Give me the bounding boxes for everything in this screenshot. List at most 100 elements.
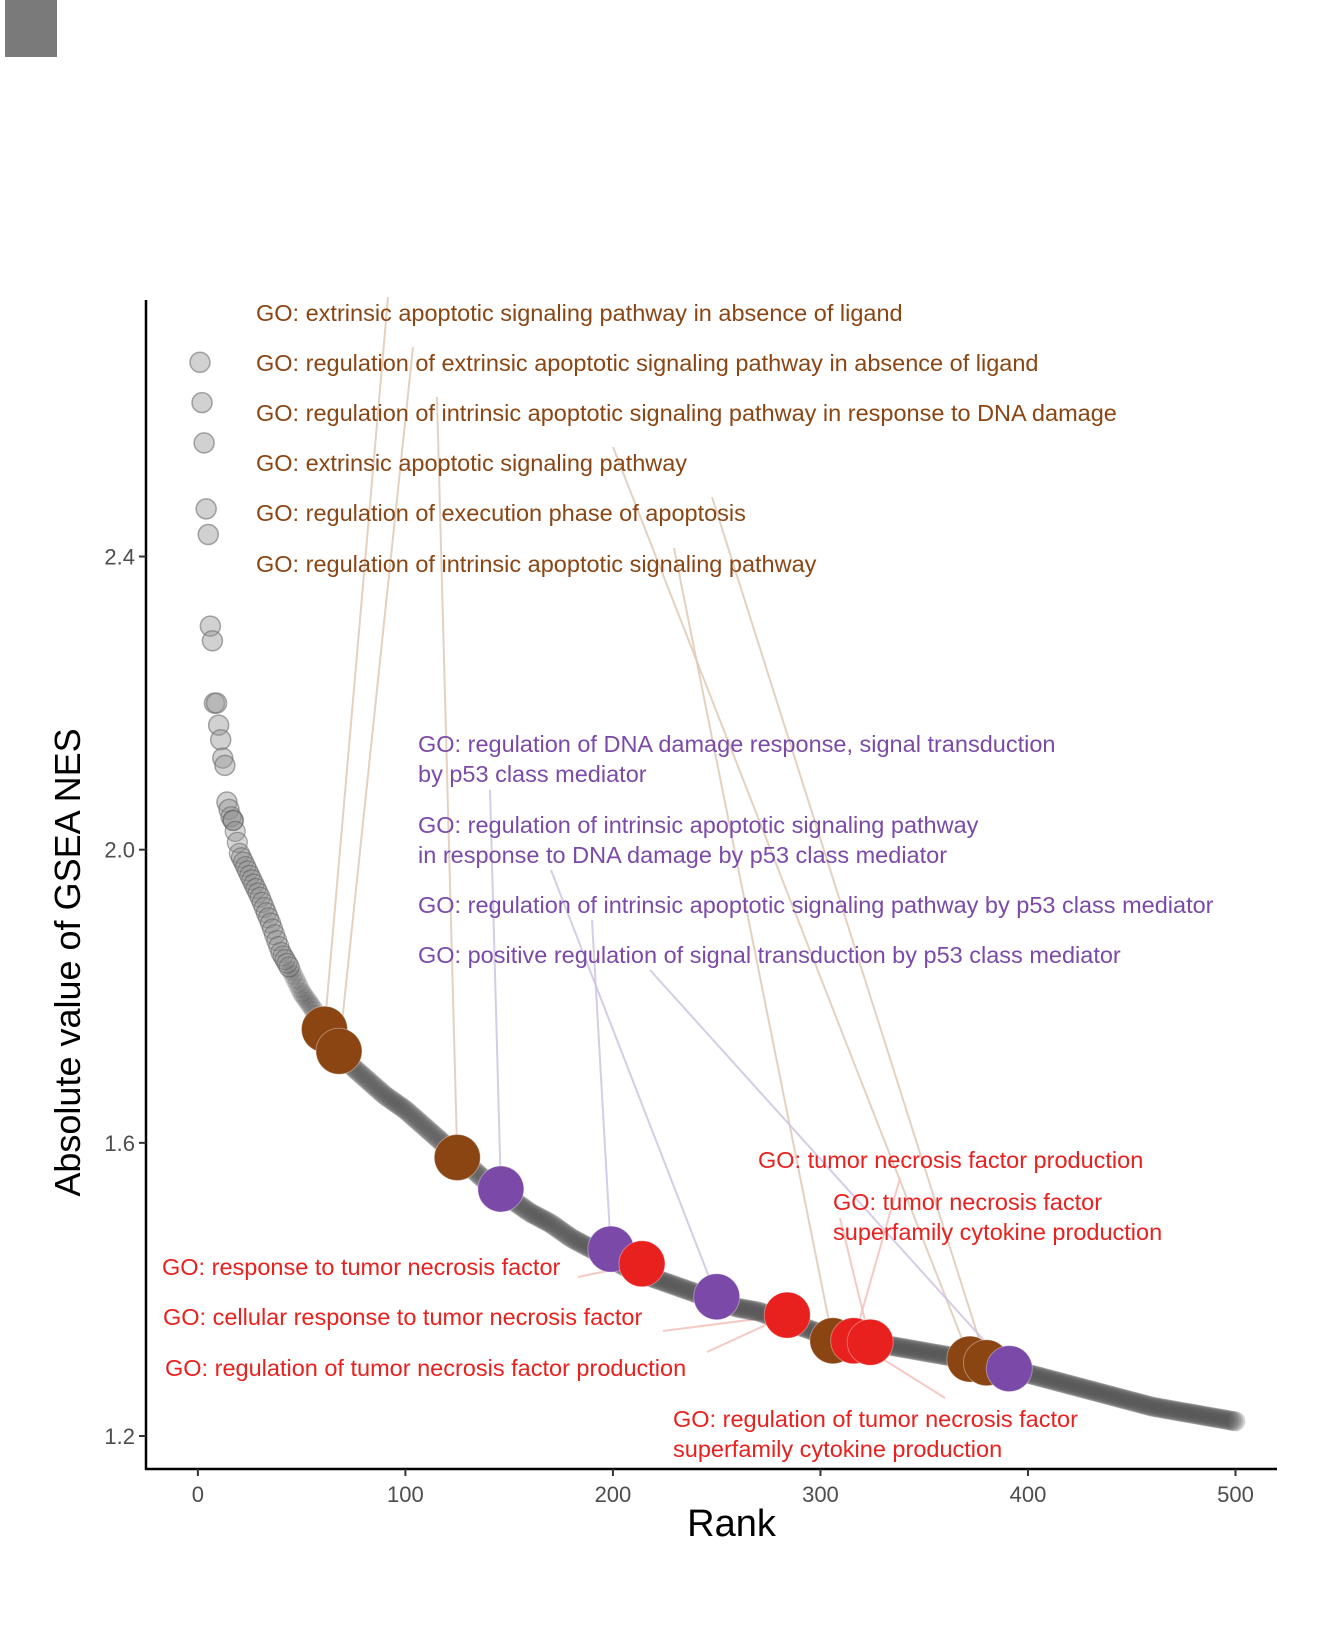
scatter-point bbox=[1069, 1377, 1090, 1398]
scatter-point bbox=[1063, 1375, 1084, 1396]
scatter-point bbox=[283, 965, 304, 986]
scatter-point bbox=[1121, 1391, 1142, 1412]
scatter-point bbox=[561, 1228, 582, 1249]
scatter-point bbox=[542, 1214, 563, 1235]
scatter-point bbox=[1071, 1378, 1092, 1399]
scatter-point bbox=[891, 1337, 912, 1358]
scatter-point bbox=[658, 1273, 679, 1294]
scatter-point bbox=[930, 1344, 951, 1365]
scatter-point bbox=[540, 1213, 561, 1234]
scatter-point bbox=[1096, 1384, 1117, 1405]
scatter-point bbox=[521, 1203, 542, 1224]
scatter-point bbox=[656, 1272, 677, 1293]
scatter-point bbox=[1049, 1371, 1070, 1392]
panel-letter-block bbox=[5, 0, 57, 57]
scatter-point bbox=[1142, 1396, 1163, 1417]
scatter-point bbox=[1111, 1388, 1132, 1409]
scatter-point bbox=[530, 1207, 551, 1228]
scatter-point bbox=[553, 1222, 574, 1243]
scatter-point bbox=[1125, 1392, 1146, 1413]
scatter-point bbox=[281, 960, 302, 981]
scatter-point bbox=[1165, 1400, 1186, 1421]
scatter-point bbox=[293, 985, 314, 1006]
scatter-point bbox=[420, 1121, 441, 1142]
scatter-point bbox=[916, 1342, 937, 1363]
scatter-point bbox=[212, 747, 234, 769]
scatter-point bbox=[737, 1299, 758, 1320]
scatter-point bbox=[1078, 1379, 1099, 1400]
scatter-point bbox=[1119, 1390, 1140, 1411]
scatter-point bbox=[1082, 1380, 1103, 1401]
scatter-point bbox=[1186, 1404, 1207, 1425]
scatter-point bbox=[1109, 1387, 1130, 1408]
scatter-point bbox=[912, 1341, 933, 1362]
scatter-point bbox=[1032, 1367, 1053, 1388]
scatter-point bbox=[1100, 1385, 1121, 1406]
scatter-point bbox=[1117, 1390, 1138, 1411]
scatter-point bbox=[358, 1070, 379, 1091]
scatter-point bbox=[741, 1300, 762, 1321]
connector-line bbox=[591, 919, 612, 1250]
scatter-point bbox=[1040, 1369, 1061, 1390]
scatter-point bbox=[748, 1301, 769, 1322]
scatter-point bbox=[1144, 1397, 1165, 1418]
scatter-point bbox=[1219, 1410, 1240, 1431]
scatter-point bbox=[189, 351, 211, 374]
term-label: GO: extrinsic apoptotic signaling pathwa… bbox=[256, 300, 903, 326]
scatter-point bbox=[1103, 1386, 1124, 1407]
scatter-point bbox=[667, 1276, 688, 1297]
scatter-point bbox=[374, 1085, 395, 1106]
scatter-point bbox=[559, 1226, 580, 1247]
scatter-point bbox=[665, 1275, 686, 1296]
scatter-point bbox=[1213, 1409, 1234, 1430]
scatter-point bbox=[1067, 1376, 1088, 1397]
scatter-point bbox=[544, 1216, 565, 1237]
scatter-point bbox=[278, 956, 300, 978]
y-tick-label: 2.0 bbox=[104, 838, 135, 863]
scatter-point bbox=[1163, 1400, 1184, 1421]
scatter-point bbox=[526, 1205, 547, 1226]
term-label: GO: extrinsic apoptotic signaling pathwa… bbox=[256, 450, 687, 476]
scatter-point bbox=[1200, 1406, 1221, 1427]
x-tick-label: 500 bbox=[1217, 1482, 1254, 1507]
scatter-point bbox=[538, 1212, 559, 1233]
scatter-point bbox=[1044, 1370, 1065, 1391]
highlight-point bbox=[693, 1273, 741, 1321]
y-tick-label: 1.6 bbox=[104, 1131, 135, 1156]
scatter-point bbox=[1030, 1367, 1051, 1388]
scatter-point bbox=[224, 820, 246, 842]
scatter-point bbox=[1223, 1410, 1244, 1431]
scatter-point bbox=[901, 1339, 922, 1360]
x-tick-label: 0 bbox=[192, 1482, 204, 1507]
scatter-point bbox=[1059, 1374, 1080, 1395]
scatter-point bbox=[1036, 1368, 1057, 1389]
scatter-point bbox=[1098, 1385, 1119, 1406]
scatter-point bbox=[532, 1209, 553, 1230]
scatter-point bbox=[1107, 1387, 1128, 1408]
connector-line bbox=[852, 1177, 901, 1342]
scatter-point bbox=[1136, 1395, 1157, 1416]
highlight-point bbox=[763, 1291, 811, 1339]
scatter-point bbox=[378, 1088, 399, 1109]
scatter-point bbox=[889, 1337, 910, 1358]
connector-line bbox=[550, 869, 718, 1298]
scatter-point bbox=[1113, 1389, 1134, 1410]
scatter-point bbox=[569, 1232, 590, 1253]
scatter-point bbox=[675, 1279, 696, 1300]
highlight-point bbox=[618, 1240, 666, 1288]
scatter-point bbox=[1047, 1371, 1068, 1392]
scatter-point bbox=[1152, 1398, 1173, 1419]
scatter-point bbox=[209, 728, 232, 751]
x-tick-label: 200 bbox=[595, 1482, 632, 1507]
scatter-point bbox=[1188, 1404, 1209, 1425]
scatter-point bbox=[515, 1199, 536, 1220]
term-label: GO: regulation of execution phase of apo… bbox=[256, 500, 746, 526]
scatter-point bbox=[1115, 1389, 1136, 1410]
scatter-point bbox=[205, 692, 228, 714]
scatter-point bbox=[922, 1343, 943, 1364]
scatter-point bbox=[366, 1077, 387, 1098]
scatter-point bbox=[1225, 1411, 1246, 1432]
scatter-point bbox=[565, 1230, 586, 1251]
term-label: GO: cellular response to tumor necrosis … bbox=[163, 1304, 643, 1330]
